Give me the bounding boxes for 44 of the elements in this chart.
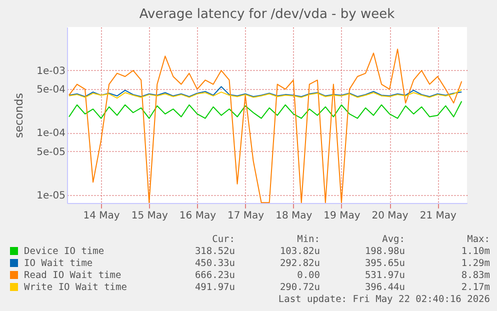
y-tick-label: 5e-04 xyxy=(36,84,66,96)
y-axis-title: seconds xyxy=(12,92,26,138)
text: 0.00 xyxy=(296,270,320,282)
chart-title: Average latency for /dev/vda - by week xyxy=(139,7,396,22)
x-tick-label: 14 May xyxy=(83,210,120,222)
y-tick-label: 5e-05 xyxy=(36,146,66,158)
legend-label: Write IO Wait time xyxy=(23,282,128,294)
x-tick-label: 18 May xyxy=(276,210,312,222)
text: 396.44u xyxy=(364,282,405,294)
text: 292.82u xyxy=(278,258,320,270)
text: 491.97u xyxy=(194,282,235,294)
text: 8.83m xyxy=(460,270,490,282)
x-tick-label: 15 May xyxy=(131,210,168,222)
line-series xyxy=(68,100,462,119)
text: Cur: xyxy=(211,234,235,246)
text: 103.82u xyxy=(278,246,320,258)
line-series xyxy=(68,89,462,99)
legend-label: Device IO time xyxy=(23,246,106,258)
text: 450.33u xyxy=(194,258,235,270)
y-tick-label: 1e-04 xyxy=(36,128,66,140)
x-tick-label: 20 May xyxy=(372,210,408,222)
line-series xyxy=(68,48,462,203)
text: 318.52u xyxy=(194,246,235,258)
y-tick-label: 1e-05 xyxy=(36,190,66,202)
x-tick-label: 19 May xyxy=(324,210,360,222)
text: 531.97u xyxy=(364,270,405,282)
x-tick-label: 16 May xyxy=(179,210,216,222)
text: Last update: Fri May 22 02:40:16 2026 xyxy=(277,294,490,306)
text: Max: xyxy=(466,234,490,246)
text: Avg: xyxy=(381,234,405,246)
text: 2.17m xyxy=(460,282,490,294)
text: 666.23u xyxy=(194,270,235,282)
legend-label: IO Wait time xyxy=(23,258,94,270)
x-tick-label: 21 May xyxy=(420,210,456,222)
text: 395.65u xyxy=(364,258,405,270)
legend-label: Read IO Wait time xyxy=(23,270,122,282)
x-tick-label: 17 May xyxy=(228,210,264,222)
text: 290.72u xyxy=(278,282,320,294)
text: 198.98u xyxy=(364,246,405,258)
text: 1.10m xyxy=(460,246,490,258)
y-tick-label: 1e-03 xyxy=(36,66,66,77)
text: Min: xyxy=(296,234,320,246)
line-series xyxy=(68,86,462,98)
text: 1.29m xyxy=(460,258,490,270)
